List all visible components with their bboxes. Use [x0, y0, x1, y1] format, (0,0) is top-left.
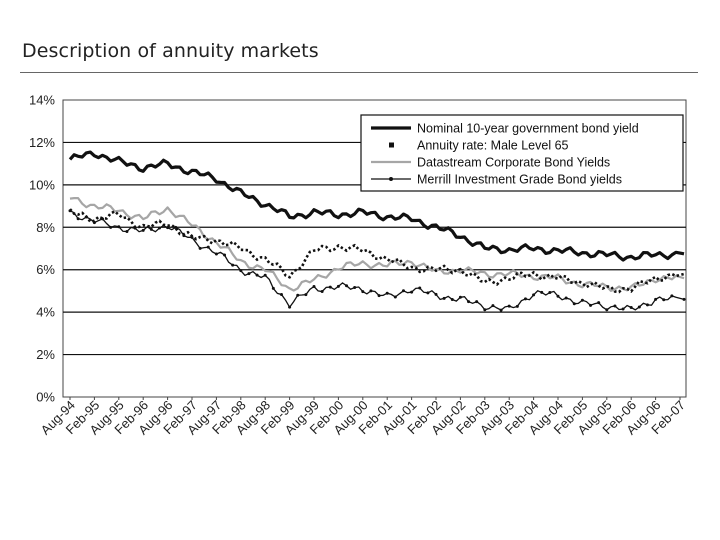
- page-title: Description of annuity markets: [22, 40, 319, 62]
- series-point-merrill: [271, 286, 275, 290]
- series-point-merrill: [385, 291, 389, 295]
- legend-swatch: [389, 142, 394, 148]
- series-point-merrill: [109, 225, 113, 229]
- series-point-merrill: [157, 226, 161, 230]
- y-tick-label: 4%: [36, 305, 55, 320]
- series-point-merrill: [597, 301, 601, 305]
- series-point-merrill: [434, 292, 438, 296]
- series-point-merrill: [401, 289, 405, 293]
- series-point-merrill: [133, 226, 137, 230]
- series-line-datastream: [69, 197, 685, 292]
- series-point-merrill: [239, 269, 243, 273]
- series-point-merrill: [101, 217, 105, 221]
- series-point-merrill: [654, 297, 658, 301]
- series-point-merrill: [621, 307, 625, 311]
- series-point-merrill: [410, 290, 414, 294]
- series-point-merrill: [92, 221, 96, 225]
- series-point-merrill: [670, 294, 674, 298]
- series-point-merrill: [682, 297, 686, 301]
- series-point-merrill: [296, 293, 300, 297]
- legend-box: [360, 114, 684, 192]
- series-line-gov-bond: [68, 150, 685, 262]
- series-point-merrill: [637, 305, 641, 309]
- series-point-merrill: [523, 297, 527, 301]
- series-point-merrill: [442, 296, 446, 300]
- series-point-merrill: [304, 293, 308, 297]
- series-point-merrill: [540, 290, 544, 294]
- series-point-merrill: [507, 304, 511, 308]
- legend-swatch-marker: [389, 177, 393, 181]
- series-point-merrill: [580, 298, 584, 302]
- series-point-merrill: [279, 293, 283, 297]
- series-point-merrill: [662, 298, 666, 302]
- series-point-merrill: [174, 225, 178, 229]
- series-point-merrill: [499, 308, 503, 312]
- y-tick-label: 0%: [36, 390, 55, 405]
- series-point-merrill: [377, 294, 381, 298]
- series-point-merrill: [125, 230, 129, 234]
- legend-label: Merrill Investment Grade Bond yields: [417, 173, 622, 187]
- y-tick-label: 8%: [36, 220, 55, 235]
- series-point-merrill: [353, 285, 357, 289]
- series-point-merrill: [450, 297, 454, 301]
- series-point-merrill: [68, 209, 72, 213]
- series-point-merrill: [247, 272, 251, 276]
- y-tick-label: 2%: [36, 347, 55, 362]
- series-point-merrill: [288, 305, 292, 309]
- series-point-merrill: [141, 228, 145, 232]
- series-point-merrill: [190, 235, 194, 239]
- series-point-merrill: [629, 305, 633, 309]
- series-point-merrill: [483, 308, 487, 312]
- series-point-merrill: [312, 285, 316, 289]
- series-point-merrill: [491, 304, 495, 308]
- series-point-merrill: [393, 295, 397, 299]
- series-line-merrill: [69, 210, 685, 311]
- series-point-merrill: [564, 296, 568, 300]
- series-point-merrill: [263, 273, 267, 277]
- series-point-merrill: [214, 252, 218, 256]
- series-point-merrill: [361, 290, 365, 294]
- series-point-merrill: [328, 285, 332, 289]
- series-point-merrill: [589, 303, 593, 307]
- series-point-merrill: [548, 290, 552, 294]
- series-point-merrill: [166, 226, 170, 230]
- series-point-merrill: [84, 215, 88, 219]
- y-tick-label: 12%: [29, 135, 55, 150]
- series-point-merrill: [613, 304, 617, 308]
- series-point-merrill: [458, 295, 462, 299]
- series-point-merrill: [369, 289, 373, 293]
- series-point-merrill: [345, 284, 349, 288]
- series-point-merrill: [117, 225, 121, 229]
- series-point-merrill: [336, 284, 340, 288]
- series-point-merrill: [182, 234, 186, 238]
- series-point-merrill: [426, 291, 430, 295]
- series-point-merrill: [532, 293, 536, 297]
- series-point-merrill: [206, 245, 210, 249]
- y-tick-label: 10%: [29, 177, 55, 192]
- series-point-merrill: [320, 290, 324, 294]
- series-point-merrill: [418, 286, 422, 290]
- series-point-merrill: [149, 227, 153, 231]
- series-point-merrill: [475, 300, 479, 304]
- legend-label: Annuity rate: Male Level 65: [417, 139, 569, 153]
- series-point-merrill: [572, 302, 576, 306]
- series-point-merrill: [255, 273, 259, 277]
- series-point-merrill: [231, 263, 235, 267]
- series-point-merrill: [556, 294, 560, 298]
- series-point-merrill: [515, 304, 519, 308]
- y-tick-label: 14%: [29, 93, 55, 108]
- legend-label: Datastream Corporate Bond Yields: [417, 156, 610, 170]
- title-divider: [20, 72, 698, 73]
- y-tick-label: 6%: [36, 262, 55, 277]
- series-point-merrill: [467, 300, 471, 304]
- legend-label: Nominal 10-year government bond yield: [417, 122, 639, 136]
- series-point-merrill: [198, 246, 202, 250]
- series-point-merrill: [605, 308, 609, 312]
- series-point-merrill: [223, 253, 227, 257]
- series-point-merrill: [645, 303, 649, 307]
- series-point-merrill: [76, 217, 80, 221]
